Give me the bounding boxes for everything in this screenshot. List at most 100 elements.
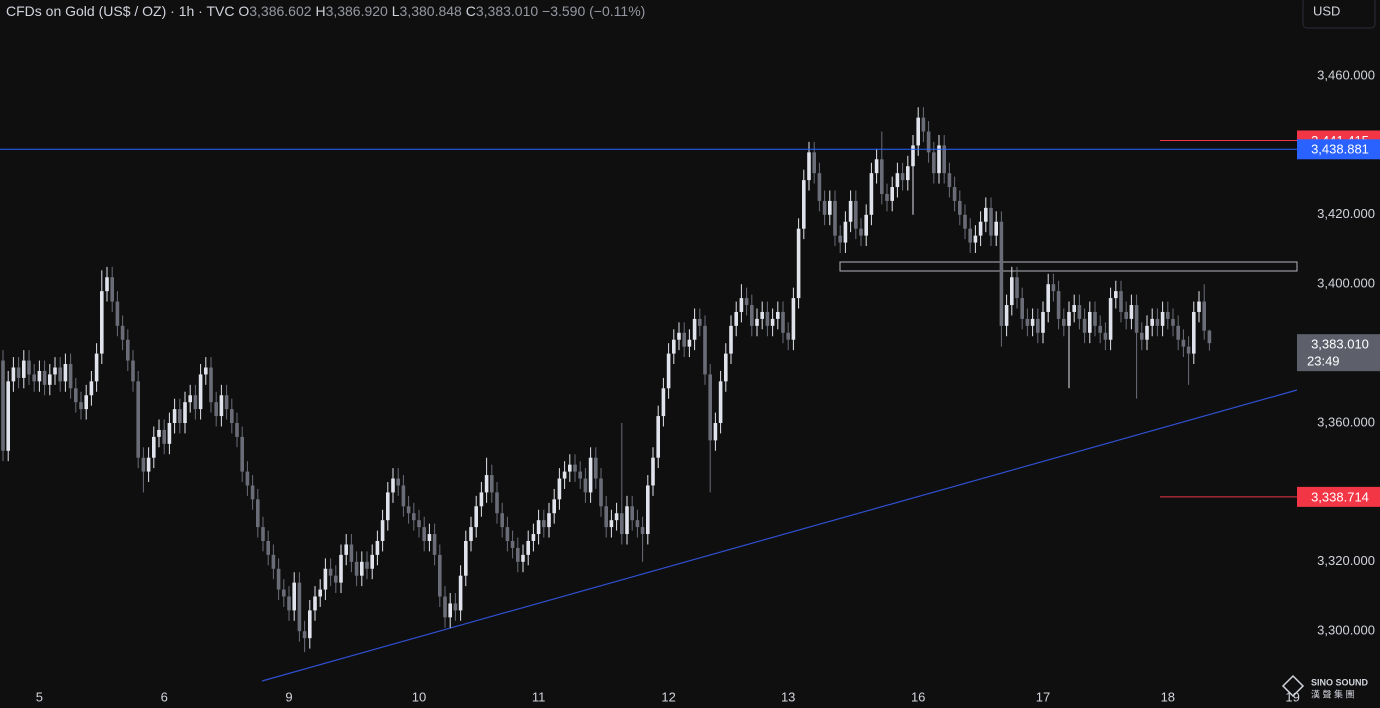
candle-body (536, 520, 541, 535)
last-price-box (1297, 334, 1380, 372)
candle-body (370, 554, 374, 569)
candle-body (443, 596, 447, 618)
candle-body (1124, 311, 1128, 319)
candle-body (16, 367, 21, 378)
price-label-box (1297, 139, 1380, 160)
candle-body (308, 610, 312, 639)
x-tick-label: 9 (285, 689, 292, 704)
candle-body (1, 360, 5, 451)
candle-body (744, 298, 749, 306)
candle-body (1114, 291, 1118, 299)
candle-body (126, 339, 130, 361)
candle-body (510, 540, 515, 548)
candle-body (328, 568, 333, 576)
candle-body (271, 554, 276, 569)
watermark-logo (1281, 674, 1305, 698)
candle-body (79, 402, 83, 410)
candle-body (360, 561, 364, 576)
candle-body (952, 187, 957, 201)
candle-body (698, 318, 702, 326)
candle-body (568, 464, 572, 472)
candle-body (1197, 301, 1201, 312)
y-tick-label: 3,420.000 (1317, 206, 1375, 221)
y-tick-label: 3,360.000 (1317, 414, 1375, 429)
candle-body (302, 631, 307, 639)
candle-body (942, 145, 946, 174)
candle-body (386, 492, 390, 521)
candle-body (937, 145, 941, 174)
candle-body (968, 228, 972, 243)
candle-body (880, 159, 884, 194)
candle-body (547, 513, 551, 528)
candle-body (609, 520, 614, 528)
candle-body (1140, 332, 1144, 340)
candle-body (167, 423, 172, 444)
candle-body (1041, 311, 1045, 333)
candle-body (396, 478, 400, 486)
candle-body (900, 173, 905, 181)
candle-body (843, 221, 848, 243)
candle-body (1129, 305, 1134, 319)
candle-body (417, 520, 421, 528)
candle-body (1103, 332, 1108, 340)
symbol-title: CFDs on Gold (US$ / OZ) · 1h · TVC (6, 3, 235, 19)
candle-body (874, 159, 879, 174)
candle-body (68, 364, 73, 389)
candle-body (479, 492, 484, 507)
trend-line (261, 389, 1298, 682)
candle-body (500, 513, 504, 528)
candle-body (1202, 301, 1206, 331)
candle-body (464, 540, 468, 576)
currency[interactable]: USD (1313, 3, 1340, 18)
candle-body (1046, 284, 1050, 312)
candle-body (984, 207, 988, 222)
candle-body (100, 291, 104, 354)
candle-body (1150, 318, 1154, 326)
candle-body (739, 298, 744, 312)
candle-body (1192, 311, 1196, 354)
candle-body (1062, 318, 1066, 326)
candle-body (614, 513, 619, 521)
candle-body (89, 381, 94, 396)
candle-body (646, 485, 650, 535)
candle-body (864, 214, 868, 236)
candle-body (136, 381, 140, 458)
candle-body (859, 228, 863, 236)
zone-rectangle (839, 261, 1298, 272)
candle-body (765, 311, 770, 326)
candle-body (22, 360, 26, 378)
candle-body (365, 561, 369, 569)
candle-body (230, 409, 234, 424)
candle-body (188, 395, 192, 403)
candle-body (152, 436, 156, 458)
candle-body (157, 429, 161, 437)
candle-body (661, 388, 666, 417)
candle-body (750, 305, 754, 326)
last-price-label: 3,383.010 (1311, 337, 1369, 352)
candle-body (594, 457, 598, 479)
candle-body (625, 506, 629, 535)
candle-body (713, 423, 718, 441)
candle-body (1072, 305, 1076, 312)
candle-body (422, 527, 426, 541)
candle-body (432, 534, 437, 555)
candle-body (776, 311, 780, 319)
ohlc-value: 3,386.920 (325, 3, 388, 19)
candle-body (1067, 311, 1071, 326)
candle-body (666, 353, 671, 389)
candle-body (588, 457, 593, 493)
candle-body (755, 318, 759, 326)
candle-body (261, 527, 265, 541)
candle-body (724, 353, 728, 382)
candle-body (583, 478, 588, 493)
ohlc-key: L (391, 3, 400, 19)
currency-box[interactable] (1302, 0, 1376, 29)
y-tick-label: 3,460.000 (1317, 67, 1375, 82)
ohlc-key: O (238, 3, 250, 19)
legend-header: CFDs on Gold (US$ / OZ) · 1h · TVC O 3,38… (6, 3, 645, 19)
candle-body (84, 395, 88, 410)
candle-body (906, 166, 910, 181)
candle-body (770, 318, 775, 326)
candle-body (828, 200, 832, 215)
candle-body (11, 367, 16, 382)
